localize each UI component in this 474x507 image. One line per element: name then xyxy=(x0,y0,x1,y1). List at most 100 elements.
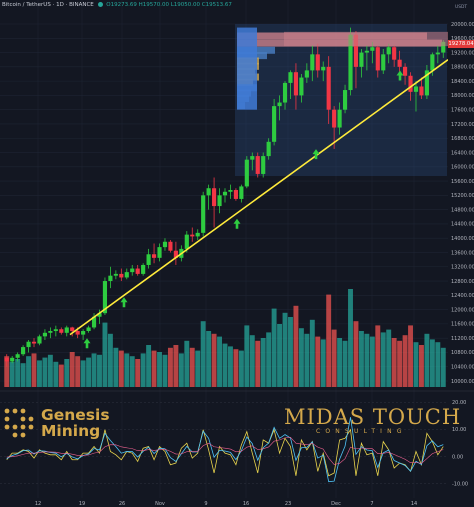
genesis-word: Genesis xyxy=(41,406,110,424)
y-tick-label: 11200.00 xyxy=(451,336,474,342)
x-tick-label: 12 xyxy=(35,501,41,507)
candle-body xyxy=(206,188,211,196)
y-tick-label: 12800.00 xyxy=(451,279,474,285)
volume-bar xyxy=(173,345,179,387)
close-value: C19513.67 xyxy=(201,2,232,8)
candle-body xyxy=(42,332,47,337)
volume-bar xyxy=(408,325,413,387)
candle-body xyxy=(282,82,288,103)
y-tick-label: 19200.00 xyxy=(451,50,474,56)
candle-body xyxy=(293,72,299,96)
candle-body xyxy=(173,250,178,258)
volume-bar xyxy=(282,312,288,387)
volume-bar xyxy=(4,356,10,387)
volume-bar xyxy=(435,342,441,387)
indicator-line-signal xyxy=(6,417,444,483)
x-tick-label: 9 xyxy=(204,501,207,507)
candle-body xyxy=(135,268,140,274)
ind-axis-bg xyxy=(448,392,474,500)
volume-bar xyxy=(118,350,124,387)
candle-body xyxy=(435,52,440,55)
y-tick-label: 15200.00 xyxy=(451,193,474,199)
ind-tick-label: 20.00 xyxy=(452,400,466,406)
candle-body xyxy=(141,264,146,274)
candle-body xyxy=(342,90,348,110)
volume-bar xyxy=(260,338,266,387)
volume-bar xyxy=(326,294,332,387)
volume-bar xyxy=(358,331,364,387)
candle-body xyxy=(424,70,429,96)
volume-bar xyxy=(249,335,255,387)
volume-bar xyxy=(124,353,130,387)
volume-bar xyxy=(288,317,293,387)
candle-body xyxy=(228,190,233,192)
volume-bar xyxy=(64,359,70,387)
volume-bar xyxy=(37,360,42,387)
candle-body xyxy=(37,336,42,344)
open-value: O19273.69 xyxy=(106,2,137,8)
candle-body xyxy=(26,341,31,348)
candle-body xyxy=(157,247,162,258)
y-tick-label: 14400.00 xyxy=(451,222,474,228)
volume-bar xyxy=(26,356,32,387)
volume-bar xyxy=(80,360,86,387)
y-tick-label: 14000.00 xyxy=(451,236,474,242)
symbol-label: Bitcoin / TetherUS xyxy=(2,2,51,8)
volume-bar xyxy=(135,359,141,387)
candle-body xyxy=(102,281,108,314)
y-tick-label: 14800.00 xyxy=(451,207,474,213)
candle-body xyxy=(233,190,238,199)
volume-bar xyxy=(58,364,64,387)
candle-body xyxy=(277,102,282,107)
candle-body xyxy=(250,156,255,160)
resistance-zone xyxy=(284,31,448,47)
volume-bar xyxy=(255,340,261,387)
candle-body xyxy=(370,47,375,51)
candle-body xyxy=(151,254,157,258)
candle-body xyxy=(413,86,419,92)
y-tick-label: 17600.00 xyxy=(451,107,474,113)
candle-body xyxy=(217,195,222,207)
candle-body xyxy=(408,75,413,92)
x-tick-label: 26 xyxy=(119,501,125,507)
volume-bar xyxy=(424,333,430,387)
y-tick-label: 18400.00 xyxy=(451,79,474,85)
volume-bar xyxy=(47,354,53,387)
candle-body xyxy=(255,156,260,174)
volume-bar xyxy=(238,350,244,387)
volume-bar xyxy=(380,332,386,387)
axis-unit-label: USDT xyxy=(455,4,467,10)
volume-bar xyxy=(228,346,233,387)
x-tick-label: 19 xyxy=(79,501,85,507)
x-tick-label: Nov xyxy=(155,501,165,507)
last-price-tag: 19278.04 xyxy=(448,40,474,48)
volume-bar xyxy=(9,361,15,387)
indicator-panel: 20.00 10.00 0.00 -10.00 xyxy=(0,390,474,500)
volume-bar xyxy=(391,338,397,387)
candle-body xyxy=(21,347,26,355)
candle-body xyxy=(48,331,53,333)
candle-body xyxy=(86,327,91,332)
candle-body xyxy=(59,329,64,333)
candle-body xyxy=(321,66,326,71)
volume-bar xyxy=(75,356,81,387)
candle-body xyxy=(113,273,118,276)
x-tick-label: 7 xyxy=(370,501,373,507)
volume-bar xyxy=(233,349,239,387)
candle-body xyxy=(288,72,293,83)
volume-bar xyxy=(167,347,173,387)
volume-bar xyxy=(364,333,370,387)
volume-bar xyxy=(162,354,168,387)
candle-body xyxy=(239,186,244,199)
candle-body xyxy=(168,241,173,251)
volume-bar xyxy=(42,357,48,387)
volume-bar xyxy=(69,352,75,387)
volume-bar xyxy=(271,308,277,387)
volume-bar xyxy=(15,359,21,387)
y-tick-label: 12400.00 xyxy=(451,293,474,299)
candle-body xyxy=(146,254,151,265)
candle-body xyxy=(15,354,20,358)
volume-bar xyxy=(369,336,375,387)
ind-tick-label: -10.00 xyxy=(452,481,468,487)
volume-bar xyxy=(189,347,195,387)
